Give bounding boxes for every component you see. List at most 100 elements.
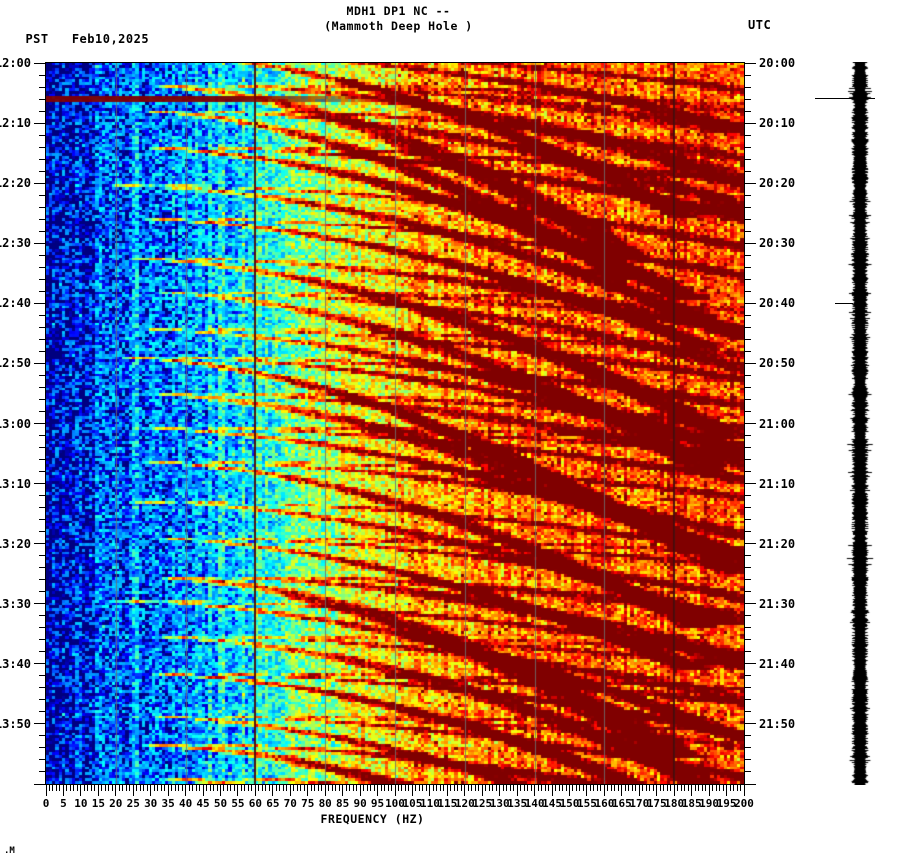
y-axis-left-tick-label: 13:50: [0, 716, 31, 731]
y-axis-left-tick-label: 13:30: [0, 596, 31, 611]
x-axis-minor-tick: [726, 785, 728, 796]
y-axis-minor-tick: [745, 110, 751, 112]
x-axis-minor-tick: [481, 785, 483, 796]
x-axis-minor-tick: [565, 785, 567, 791]
x-axis-minor-tick: [272, 785, 274, 796]
y-axis-left-tick-label: 13:40: [0, 656, 31, 671]
x-axis-minor-tick: [275, 785, 277, 791]
x-axis-minor-tick: [659, 785, 661, 791]
x-axis-minor-tick: [443, 785, 445, 791]
x-axis-minor-tick: [233, 785, 235, 791]
y-axis-minor-tick: [34, 302, 45, 304]
x-axis-minor-tick: [474, 785, 476, 791]
x-axis-tick-label: 175: [646, 797, 667, 810]
x-axis-minor-tick: [286, 785, 288, 791]
header-date: Feb10,2025: [71, 32, 150, 46]
x-axis-minor-tick: [691, 785, 693, 796]
y-axis-minor-tick: [745, 122, 756, 124]
x-axis-tick-label: 155: [577, 797, 597, 810]
x-axis-minor-tick: [73, 785, 75, 791]
x-axis-minor-tick: [296, 785, 298, 791]
x-axis-minor-tick: [45, 785, 47, 796]
x-axis-minor-tick: [575, 785, 577, 791]
x-axis-minor-tick: [97, 785, 99, 796]
x-axis-minor-tick: [202, 785, 204, 796]
page-title: MDH1 DP1 NC -- (Mammoth Deep Hole ): [0, 4, 902, 33]
x-axis-tick-label: 190: [699, 797, 720, 810]
x-axis-minor-tick: [593, 785, 595, 791]
x-axis-minor-tick: [314, 785, 316, 791]
waveform-trace-canvas: [845, 62, 875, 785]
x-axis-minor-tick: [55, 785, 57, 791]
x-axis-minor-tick: [436, 785, 438, 791]
x-axis-minor-tick: [495, 785, 497, 791]
waveform-trace-panel: [815, 62, 875, 785]
x-axis-minor-tick: [638, 785, 640, 796]
x-axis-minor-tick: [342, 785, 344, 796]
y-axis-minor-tick: [745, 242, 756, 244]
y-axis-minor-tick: [34, 543, 45, 545]
y-axis-minor-tick: [39, 350, 45, 352]
y-axis-minor-tick: [39, 398, 45, 400]
x-axis-tick-label: 15: [91, 797, 105, 810]
x-axis-tick-label: 35: [161, 797, 175, 810]
x-axis-minor-tick: [582, 785, 584, 791]
x-axis-minor-tick: [464, 785, 466, 796]
x-axis-minor-tick: [415, 785, 417, 791]
y-axis-minor-tick: [39, 170, 45, 172]
y-axis-left-tick-label: 12:10: [0, 116, 31, 131]
x-axis-minor-tick: [289, 785, 291, 796]
x-axis-minor-tick: [719, 785, 721, 791]
header-left-timezone-date: PST Feb10,2025: [10, 18, 149, 46]
x-axis-minor-tick: [607, 785, 609, 791]
x-axis-tick-label: 115: [437, 797, 458, 810]
x-axis-minor-tick: [635, 785, 637, 791]
y-axis-minor-tick: [745, 483, 756, 485]
y-axis-minor-tick: [745, 771, 751, 773]
x-axis-minor-tick: [652, 785, 654, 791]
x-axis-minor-tick: [83, 785, 85, 791]
y-axis-minor-tick: [34, 723, 45, 725]
x-axis-minor-tick: [251, 785, 253, 791]
x-axis-tick-label: 160: [594, 797, 615, 810]
x-axis-minor-tick: [673, 785, 675, 796]
station-code: MDH1 DP1 NC --: [346, 4, 451, 18]
x-axis-minor-tick: [450, 785, 452, 791]
x-axis-minor-tick: [118, 785, 120, 791]
x-axis-minor-tick: [523, 785, 525, 791]
y-axis-left-tick-label: 13:20: [0, 536, 31, 551]
x-axis-minor-tick: [694, 785, 696, 791]
x-axis-minor-tick: [192, 785, 194, 791]
y-axis-minor-tick: [745, 459, 751, 461]
y-axis-minor-tick: [745, 651, 751, 653]
x-axis-minor-tick: [321, 785, 323, 791]
x-axis-minor-tick: [331, 785, 333, 791]
x-axis-tick-label: 50: [213, 797, 228, 810]
x-axis-minor-tick: [160, 785, 162, 791]
y-axis-right-tick-label: 20:00: [759, 56, 796, 70]
y-axis-minor-tick: [745, 398, 751, 400]
y-axis-left-pst: 12:00 12:10 12:20 12:30 12:40 12:50 13:00 13:10…: [0, 56, 45, 785]
x-axis-minor-tick: [157, 785, 159, 791]
x-axis-minor-tick: [404, 785, 406, 791]
y-axis-left-tick-label: 12:50: [0, 356, 31, 371]
y-axis-minor-tick: [745, 278, 751, 280]
x-axis-minor-tick: [370, 785, 372, 791]
x-axis-minor-tick: [572, 785, 574, 791]
x-axis-tick-label: 85: [336, 797, 350, 810]
x-axis-minor-tick: [363, 785, 365, 791]
x-axis-minor-tick: [310, 785, 312, 791]
y-axis-minor-tick: [34, 62, 45, 64]
x-axis-minor-tick: [216, 785, 218, 791]
x-axis-minor-tick: [220, 785, 221, 796]
spectrogram-plot[interactable]: [45, 62, 745, 785]
y-axis-minor-tick: [745, 639, 751, 641]
x-axis-minor-tick: [384, 785, 386, 791]
x-axis-minor-tick: [502, 785, 504, 791]
x-axis-minor-tick: [387, 785, 389, 791]
x-axis-minor-tick: [94, 785, 96, 791]
x-axis-tick-label: 110: [419, 797, 440, 810]
y-axis-minor-tick: [39, 711, 45, 713]
x-axis-minor-tick: [401, 785, 403, 791]
x-axis-minor-tick: [624, 785, 626, 791]
